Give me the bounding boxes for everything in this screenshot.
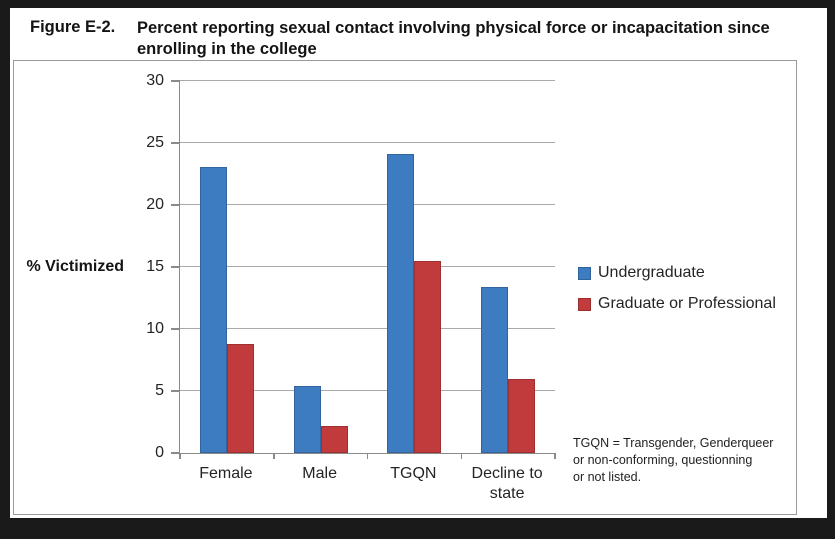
legend-label-graduate-or-professional: Graduate or Professional — [598, 295, 776, 312]
y-tick-label-10: 10 — [146, 320, 164, 337]
x-tick-mark-3 — [460, 453, 462, 459]
x-category-label-male: Male — [302, 465, 337, 482]
legend-swatch-graduate-or-professional — [578, 297, 591, 311]
bar-undergraduate-decline-to-state — [481, 286, 509, 453]
bar-graduate-or-professional-tgqn — [414, 260, 442, 453]
bar-graduate-or-professional-male — [320, 425, 348, 453]
legend-item-graduate-or-professional: Graduate or Professional — [578, 295, 776, 313]
bar-undergraduate-male — [293, 386, 321, 453]
gridline-30 — [180, 80, 555, 81]
y-tick-label-0: 0 — [155, 444, 164, 461]
bar-undergraduate-tgqn — [387, 154, 415, 453]
plot-area — [171, 80, 556, 459]
y-tick-mark-5 — [171, 390, 180, 392]
y-tick-label-5: 5 — [155, 382, 164, 399]
figure-title-line2: enrolling in the college — [137, 40, 317, 58]
gridline-15 — [180, 266, 555, 267]
y-tick-label-30: 30 — [146, 72, 164, 89]
gridline-20 — [180, 204, 555, 205]
y-tick-mark-15 — [171, 266, 180, 268]
y-tick-mark-30 — [171, 80, 180, 82]
gridline-25 — [180, 142, 555, 143]
bar-graduate-or-professional-decline-to-state — [508, 378, 536, 453]
x-tick-mark-1 — [273, 453, 275, 459]
gridline-5 — [180, 390, 555, 391]
legend: Undergraduate Graduate or Professional — [578, 264, 776, 313]
bar-undergraduate-female — [199, 166, 227, 453]
y-tick-mark-0 — [171, 452, 180, 454]
x-category-label-female: Female — [199, 465, 253, 482]
y-tick-mark-25 — [171, 142, 180, 144]
figure-title-line1: Percent reporting sexual contact involvi… — [137, 19, 770, 37]
y-tick-mark-10 — [171, 328, 180, 330]
x-category-label-decline-to-state: Decline to state — [471, 465, 543, 502]
x-tick-mark-4 — [554, 453, 556, 459]
tgqn-note-line2: or non-conforming, questionning — [573, 453, 753, 467]
tgqn-note: TGQN = Transgender, Genderqueer or non-c… — [573, 435, 808, 486]
gridline-10 — [180, 328, 555, 329]
y-tick-mark-20 — [171, 204, 180, 206]
tgqn-note-line3: or not listed. — [573, 470, 642, 484]
x-category-label-tgqn: TGQN — [390, 465, 437, 482]
legend-label-undergraduate: Undergraduate — [598, 264, 705, 281]
tgqn-note-line1: TGQN = Transgender, Genderqueer — [573, 436, 774, 450]
y-tick-label-20: 20 — [146, 196, 164, 213]
legend-swatch-undergraduate — [578, 266, 591, 280]
y-tick-label-25: 25 — [146, 134, 164, 151]
figure-header: Figure E-2. Percent reporting sexual con… — [30, 18, 770, 60]
y-axis-title: % Victimized — [26, 258, 124, 275]
x-tick-mark-2 — [366, 453, 369, 459]
y-tick-label-15: 15 — [146, 258, 164, 275]
x-tick-mark-0 — [179, 453, 181, 459]
legend-item-undergraduate: Undergraduate — [578, 264, 776, 282]
figure-title: Percent reporting sexual contact involvi… — [137, 18, 770, 60]
chart-box: % Victimized Undergraduate Graduate or Pr… — [13, 60, 797, 515]
page: Figure E-2. Percent reporting sexual con… — [10, 8, 827, 518]
bar-graduate-or-professional-female — [226, 343, 254, 453]
figure-label: Figure E-2. — [30, 18, 116, 36]
